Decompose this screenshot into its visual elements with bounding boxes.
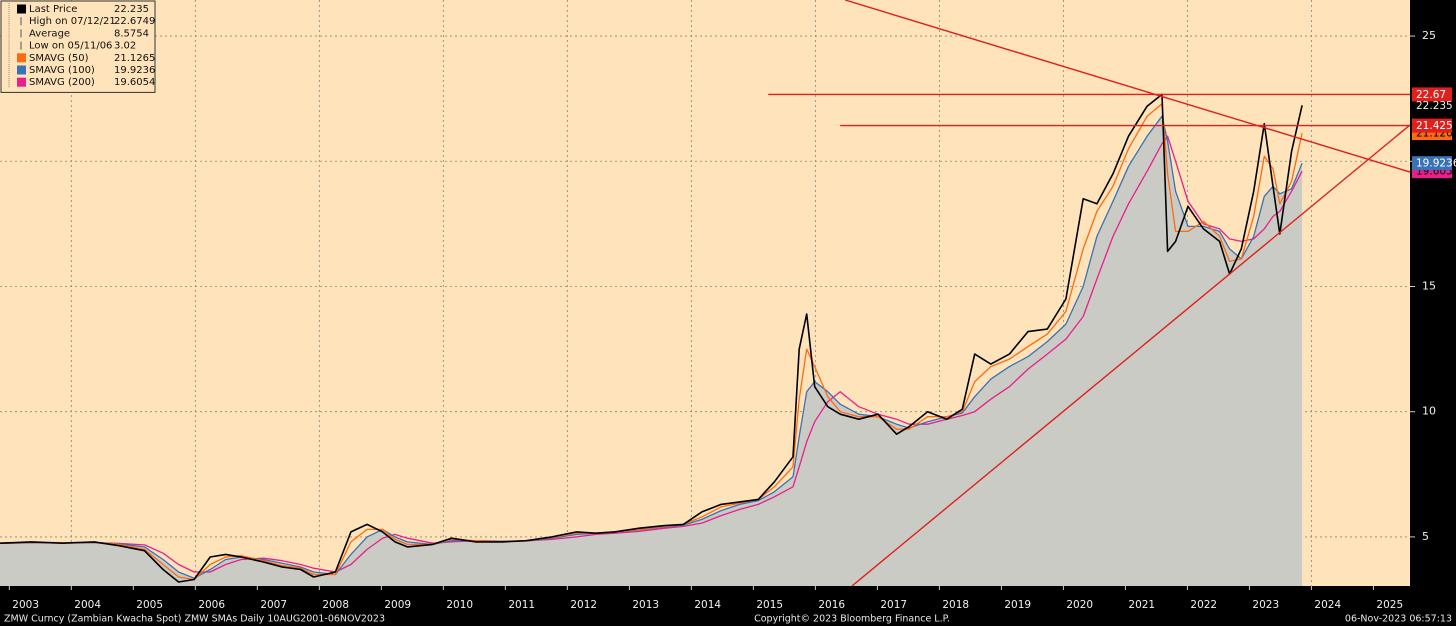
- legend-swatch: [17, 77, 26, 87]
- x-tick-label: 2020: [1066, 599, 1093, 611]
- value-tag: [1412, 87, 1452, 102]
- x-tick-label: 2009: [384, 599, 411, 611]
- x-tick-label: 2016: [818, 599, 845, 611]
- legend-label: Low on 05/11/06: [29, 41, 112, 52]
- legend-value: 8.5754: [114, 28, 149, 39]
- x-tick-label: 2003: [12, 599, 39, 611]
- value-tag-label: 22.235: [1416, 100, 1453, 112]
- x-tick-label: 2017: [880, 599, 907, 611]
- value-tag-label: 19.9236: [1416, 158, 1456, 170]
- x-tick-label: 2015: [756, 599, 783, 611]
- x-tick-label: 2005: [136, 599, 163, 611]
- x-tick-label: 2006: [198, 599, 225, 611]
- overlay: 5 10 15 2025 2003 2004 2005 2006 2007 2008 2009 201…: [0, 0, 1456, 611]
- x-tick-label: 2004: [74, 599, 101, 611]
- legend-value: 3.02: [114, 41, 136, 52]
- legend-value: 21.1265: [114, 53, 155, 64]
- value-tag: [1412, 156, 1452, 171]
- legend-value: 19.9236: [114, 65, 155, 76]
- y-tick-label: 10: [1422, 405, 1436, 418]
- x-tick-label: 2022: [1190, 599, 1217, 611]
- trend-line: [851, 124, 1410, 586]
- value-tag-label: 22.67: [1416, 89, 1446, 101]
- legend-value: 19.6054: [114, 77, 155, 88]
- x-tick-label: 2014: [694, 599, 721, 611]
- plot: [0, 0, 1410, 586]
- y-tick-label: 5: [1422, 530, 1429, 543]
- x-tick-label: 2012: [570, 599, 597, 611]
- legend-swatch: [17, 65, 26, 75]
- footer-copyright: Copyright© 2023 Bloomberg Finance L.P.: [754, 614, 950, 625]
- footer-title: ZMW Curncy (Zambian Kwacha Spot) ZMW SMA…: [4, 614, 385, 625]
- x-tick-label: 2013: [632, 599, 659, 611]
- x-tick-label: 2010: [446, 599, 473, 611]
- y-tick-label: 15: [1422, 279, 1436, 292]
- legend-box: [0, 0, 156, 93]
- footer-timestamp: 06-Nov-2023 06:57:13: [1345, 614, 1452, 625]
- x-tick-label: 2021: [1128, 599, 1155, 611]
- x-tick-label: 2024: [1314, 599, 1341, 611]
- trend-line: [844, 0, 1410, 173]
- x-tick-label: 2008: [322, 599, 349, 611]
- legend-swatch: [17, 53, 26, 63]
- x-tick-label: 2019: [1004, 599, 1031, 611]
- x-tick-label: 2025: [1376, 599, 1403, 611]
- x-tick-label: 2018: [942, 599, 969, 611]
- legend-label: SMAVG (50): [29, 53, 89, 64]
- value-tag-label: 21.425: [1416, 120, 1453, 132]
- area: [0, 116, 1303, 586]
- legend-label: Last Price: [29, 4, 77, 15]
- series-line: [0, 93, 1303, 583]
- legend-label: High on 07/12/21: [29, 16, 116, 27]
- x-tick-label: 2011: [508, 599, 535, 611]
- legend-label: SMAVG (100): [29, 65, 95, 76]
- legend-value: 22.235: [114, 4, 149, 15]
- x-tick-label: 2023: [1252, 599, 1279, 611]
- value-tag: [1412, 118, 1452, 133]
- x-tick-label: 2007: [260, 599, 287, 611]
- legend-value: 22.6749: [114, 16, 155, 27]
- legend-label: SMAVG (200): [29, 77, 95, 88]
- legend-label: Average: [29, 28, 70, 39]
- y-tick-label: 25: [1422, 29, 1436, 42]
- legend-swatch: [17, 4, 26, 14]
